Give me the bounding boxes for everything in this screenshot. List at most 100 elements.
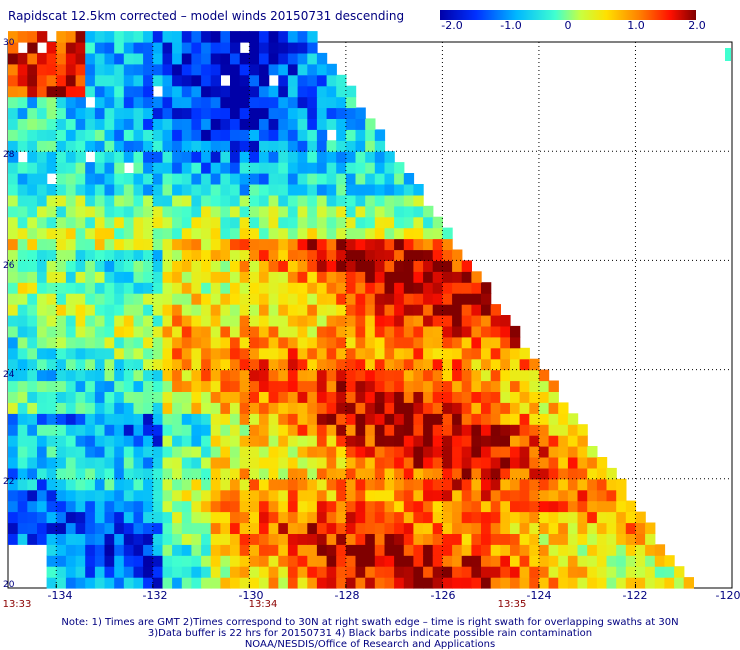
swath-cell <box>384 402 395 414</box>
swath-cell <box>181 566 193 578</box>
lon-label-122: -122 <box>622 589 648 602</box>
swath-cell <box>17 85 28 98</box>
swath-cell <box>345 325 357 338</box>
swath-cell <box>500 467 511 480</box>
swath-cell <box>181 129 193 141</box>
swath-cell <box>510 500 521 513</box>
swath-cell <box>268 435 279 447</box>
swath-cell <box>374 304 386 316</box>
swath-cell <box>355 467 366 480</box>
lat-label-30: 30 <box>3 38 15 48</box>
swath-cell <box>490 315 501 327</box>
swath-cell <box>538 511 550 524</box>
swath-cell <box>152 140 164 152</box>
swath-cell <box>104 129 115 141</box>
swath-cell <box>587 555 598 567</box>
swath-cell <box>220 435 231 447</box>
swath-cell <box>394 446 405 458</box>
swath-cell <box>133 42 144 54</box>
swath-cell <box>8 446 19 458</box>
swath-cell <box>259 413 270 425</box>
swath-cell <box>94 533 106 545</box>
swath-cell <box>442 478 453 491</box>
swath-cell <box>27 500 38 513</box>
swath-cell <box>181 194 193 207</box>
swath-cell <box>635 577 646 589</box>
swath-cell <box>191 380 202 392</box>
swath-cell <box>210 271 221 283</box>
swath-cell <box>394 457 405 469</box>
swath-cell <box>191 162 202 174</box>
swath-cell <box>75 31 86 43</box>
swath-cell <box>268 413 279 425</box>
swath-cell <box>191 315 202 327</box>
swath-cell <box>27 315 38 327</box>
swath-cell <box>56 391 67 403</box>
swath-cell <box>345 413 357 425</box>
swath-cell <box>75 380 86 392</box>
swath-cell <box>181 544 193 556</box>
swath-cell <box>210 129 221 141</box>
swath-cell <box>423 325 434 338</box>
swath-cell <box>162 282 173 294</box>
swath-cell <box>268 522 279 534</box>
swath-cell <box>577 446 588 458</box>
swath-cell <box>220 129 231 141</box>
swath-cell <box>259 118 270 130</box>
swath-cell <box>143 369 154 382</box>
swath-cell <box>355 216 366 229</box>
swath-cell <box>220 184 231 196</box>
swath-cell <box>65 42 77 54</box>
swath-cell <box>201 533 212 545</box>
swath-cell <box>249 31 260 43</box>
swath-cell <box>220 151 231 163</box>
swath-cell <box>345 140 357 152</box>
swath-cell <box>27 446 38 458</box>
swath-cell <box>27 260 38 272</box>
colorbar-label-pos1: 1.0 <box>627 19 645 32</box>
swath-cell <box>365 162 376 174</box>
swath-cell <box>326 293 337 305</box>
swath-cell <box>201 118 212 130</box>
swath-cell <box>423 238 434 251</box>
swath-cell <box>172 336 183 349</box>
swath-cell <box>423 566 434 578</box>
swath-cell <box>191 446 202 458</box>
swath-cell <box>316 325 328 338</box>
swath-cell <box>65 238 77 251</box>
swath-cell <box>65 424 77 436</box>
swath-cell <box>123 555 135 567</box>
swath-cell <box>46 194 57 207</box>
swath-cell <box>452 457 463 469</box>
lon-label-132: -132 <box>142 589 168 602</box>
swath-cell <box>249 347 260 360</box>
swath-cell <box>249 162 260 174</box>
swath-cell <box>384 315 395 327</box>
swath-cell <box>249 533 260 545</box>
swath-cell <box>75 577 86 589</box>
swath-cell <box>529 511 540 524</box>
swath-cell <box>490 511 501 524</box>
swath-cell <box>191 31 202 43</box>
swath-cell <box>94 85 106 98</box>
swath-cell <box>442 544 453 556</box>
swath-cell <box>65 304 77 316</box>
swath-cell <box>287 358 299 371</box>
swath-cell <box>587 489 598 502</box>
swath-cell <box>8 31 19 43</box>
swath-cell <box>336 435 347 447</box>
swath-cell <box>85 85 96 98</box>
swath-cell <box>577 478 588 491</box>
swath-cell <box>94 151 106 163</box>
swath-cell <box>481 511 492 524</box>
swath-cell <box>172 31 183 43</box>
swath-cell <box>94 511 106 524</box>
note-line-3: NOAA/NESDIS/Office of Research and Appli… <box>244 639 496 650</box>
swath-cell <box>519 511 530 524</box>
swath-cell <box>191 555 202 567</box>
swath-cell <box>8 85 19 98</box>
swath-cell <box>152 446 164 458</box>
swath-cell <box>65 315 77 327</box>
swath-cell <box>8 42 19 54</box>
swath-cell <box>287 249 299 261</box>
